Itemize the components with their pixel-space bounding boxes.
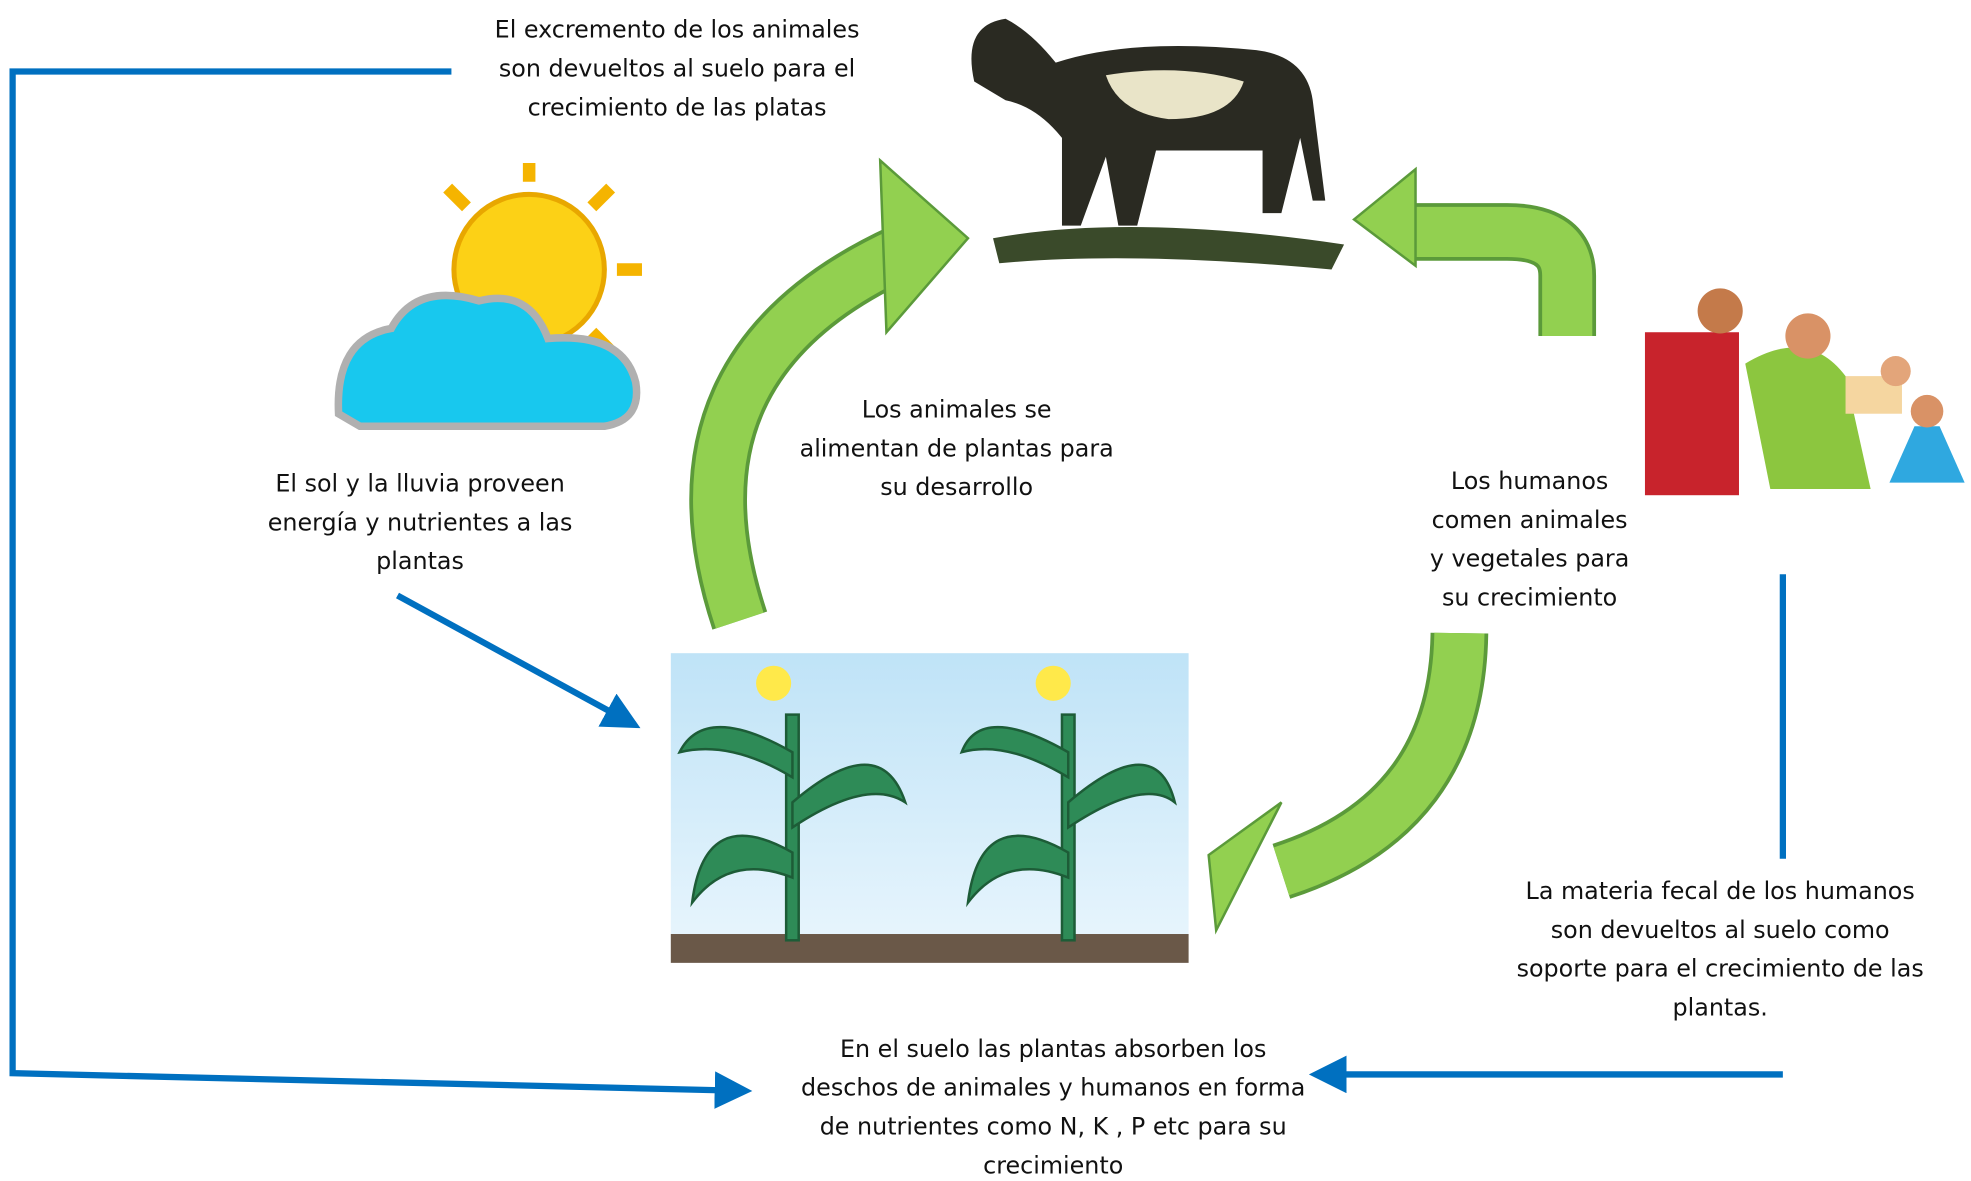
sun-arrow <box>398 596 630 723</box>
label-line: son devueltos al suelo para el <box>499 54 855 82</box>
label-line: deschos de animales y humanos en forma <box>801 1074 1305 1102</box>
label-line: Los animales se <box>862 395 1052 423</box>
humans-to-plants-arrow <box>1281 633 1459 871</box>
label-line: su desarrollo <box>880 473 1033 501</box>
label-line: y vegetales para <box>1430 545 1629 573</box>
label-line: soporte para el crecimiento de las <box>1517 955 1924 983</box>
animal-waste-arrow <box>13 71 740 1090</box>
label-line: plantas. <box>1673 994 1768 1022</box>
label-line: energía y nutrientes a las <box>268 508 573 536</box>
cow-illustration <box>971 19 1344 270</box>
label-line: alimentan de plantas para <box>800 434 1114 462</box>
humans-to-animals-arrow <box>1413 232 1567 336</box>
labels: El excremento de los animales son devuelt… <box>268 16 1924 1180</box>
label-line: La materia fecal de los humanos <box>1526 877 1915 905</box>
weather-illustration <box>338 163 642 426</box>
label-line: Los humanos <box>1451 467 1608 495</box>
label-line: crecimiento de las platas <box>528 93 827 121</box>
arrow-head <box>1209 802 1282 930</box>
family-illustration <box>1645 288 1965 495</box>
label-line: su crecimiento <box>1442 584 1617 612</box>
label-line: El excremento de los animales <box>495 16 860 44</box>
cycle-diagram: El excremento de los animales son devuelt… <box>0 0 1971 1181</box>
label-line: plantas <box>376 547 464 575</box>
label-line: comen animales <box>1432 506 1628 534</box>
label-line: crecimiento <box>983 1151 1123 1179</box>
arrow-head <box>880 160 968 332</box>
label-line: son devueltos al suelo como <box>1551 916 1890 944</box>
label-line: de nutrientes como N, K , P etc para su <box>820 1113 1287 1141</box>
plants-illustration <box>671 653 1189 963</box>
arrow-head <box>1354 169 1415 266</box>
label-line: El sol y la lluvia proveen <box>275 469 564 497</box>
label-line: En el suelo las plantas absorben los <box>840 1035 1266 1063</box>
